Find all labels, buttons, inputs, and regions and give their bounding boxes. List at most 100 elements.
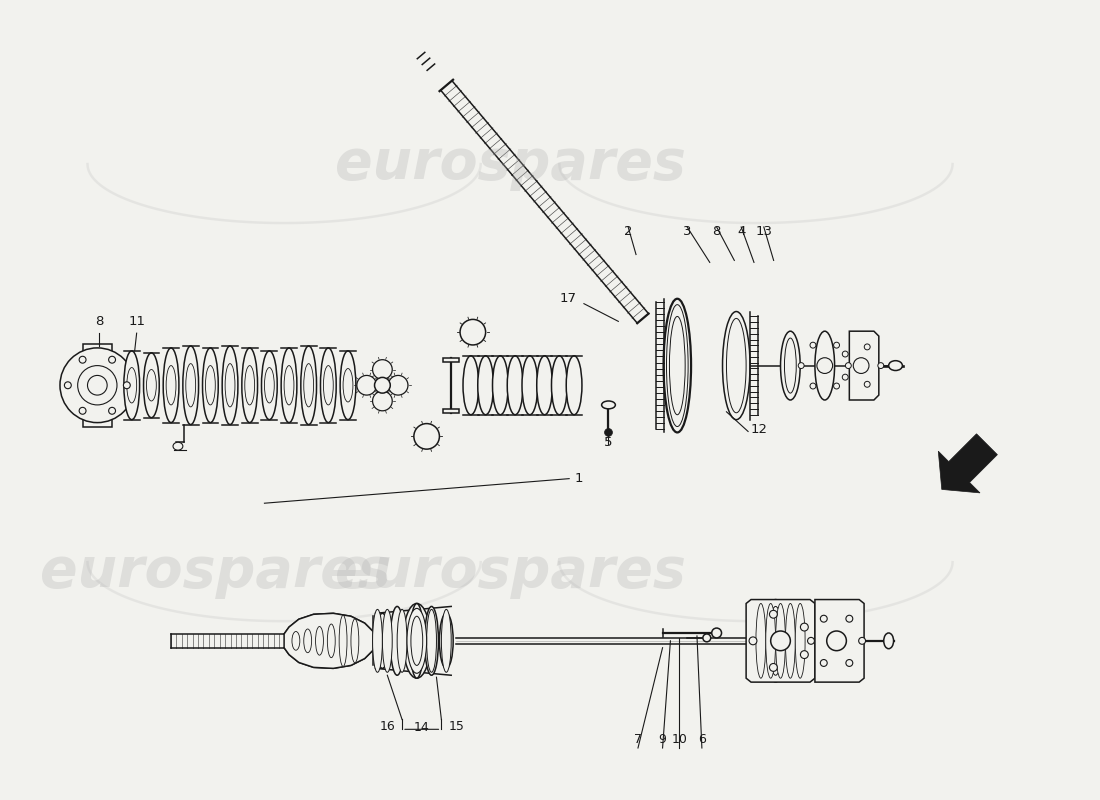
Ellipse shape [810,342,816,348]
Ellipse shape [723,311,750,420]
Ellipse shape [817,358,833,374]
Ellipse shape [493,356,508,414]
Text: 1: 1 [574,472,583,485]
Ellipse shape [477,356,494,414]
Polygon shape [443,358,459,362]
Ellipse shape [316,626,323,655]
Ellipse shape [878,362,883,369]
Text: 14: 14 [414,722,430,734]
Ellipse shape [79,356,86,363]
Text: 11: 11 [128,315,145,328]
Text: 8: 8 [713,225,721,238]
Ellipse shape [410,603,424,678]
Ellipse shape [300,346,317,425]
Ellipse shape [340,351,356,420]
Ellipse shape [245,366,254,405]
Ellipse shape [403,603,430,678]
Ellipse shape [351,619,359,662]
Ellipse shape [373,360,393,379]
Polygon shape [849,331,879,400]
Ellipse shape [846,362,851,369]
Ellipse shape [166,366,176,405]
Ellipse shape [712,628,722,638]
Ellipse shape [388,375,408,395]
Ellipse shape [183,346,199,425]
Text: eurospares: eurospares [334,545,685,599]
Ellipse shape [463,356,478,414]
Ellipse shape [304,364,313,407]
Text: 12: 12 [751,423,768,436]
Ellipse shape [262,351,277,420]
Ellipse shape [126,367,136,403]
Ellipse shape [143,353,160,418]
Ellipse shape [795,603,805,678]
Ellipse shape [206,366,216,405]
Ellipse shape [703,634,711,642]
Ellipse shape [407,608,427,674]
Text: 3: 3 [683,225,692,238]
Text: eurospares: eurospares [334,137,685,191]
Ellipse shape [163,348,179,422]
Ellipse shape [605,429,613,436]
Ellipse shape [284,366,294,405]
Ellipse shape [846,659,852,666]
Ellipse shape [766,599,785,682]
Ellipse shape [264,367,274,403]
Text: 16: 16 [379,720,395,733]
Ellipse shape [328,624,336,658]
Ellipse shape [799,362,804,369]
Ellipse shape [425,606,439,675]
Ellipse shape [78,366,117,405]
Ellipse shape [173,442,183,450]
Ellipse shape [771,631,791,650]
Ellipse shape [356,375,376,395]
Ellipse shape [663,298,691,433]
Ellipse shape [460,319,485,345]
Ellipse shape [834,342,839,348]
Ellipse shape [827,631,846,650]
Ellipse shape [776,603,785,678]
Ellipse shape [801,623,808,631]
Ellipse shape [756,603,766,678]
Ellipse shape [843,374,848,380]
Ellipse shape [801,650,808,658]
Text: 4: 4 [737,225,746,238]
Ellipse shape [770,610,778,618]
Ellipse shape [865,382,870,387]
Ellipse shape [770,663,778,671]
Ellipse shape [397,610,407,672]
Ellipse shape [667,305,689,426]
Polygon shape [938,434,998,493]
Polygon shape [284,614,377,668]
Ellipse shape [222,346,238,425]
Ellipse shape [566,356,582,414]
Ellipse shape [390,606,404,675]
Text: 7: 7 [634,733,642,746]
Ellipse shape [784,338,796,393]
Ellipse shape [373,610,383,672]
Ellipse shape [843,351,848,357]
Ellipse shape [537,356,552,414]
Text: 17: 17 [560,292,578,306]
Ellipse shape [821,659,827,666]
Polygon shape [815,599,865,682]
Ellipse shape [769,606,782,675]
Ellipse shape [88,375,107,395]
Ellipse shape [414,423,439,449]
Ellipse shape [343,369,353,402]
Text: 8: 8 [95,315,103,328]
Ellipse shape [124,351,140,420]
Ellipse shape [859,638,866,644]
Text: 15: 15 [449,720,464,733]
Ellipse shape [375,614,389,668]
Polygon shape [746,599,815,682]
Ellipse shape [810,383,816,389]
Ellipse shape [411,610,421,672]
Ellipse shape [292,631,300,650]
Ellipse shape [883,633,893,649]
Ellipse shape [854,358,869,374]
Ellipse shape [374,378,390,393]
Text: 6: 6 [697,733,706,746]
Ellipse shape [202,348,218,422]
Ellipse shape [749,637,757,645]
